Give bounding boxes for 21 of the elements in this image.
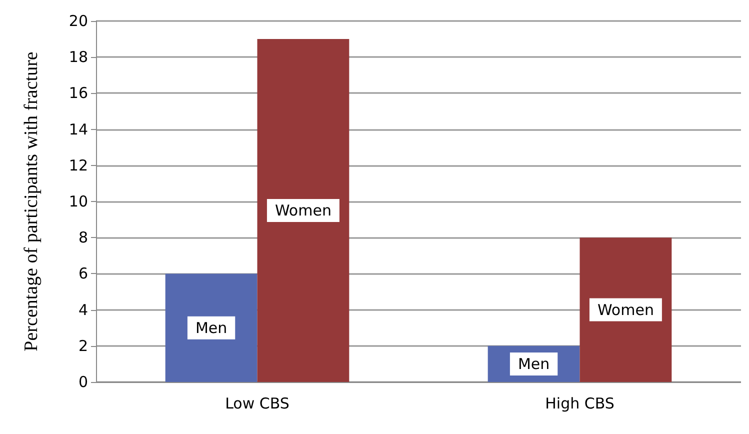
y-tick-label: 8 — [78, 228, 88, 247]
y-tick-label: 20 — [68, 12, 88, 30]
y-tick-label: 16 — [68, 84, 88, 102]
series-label: Men — [518, 354, 550, 373]
y-tick-label: 2 — [78, 336, 88, 355]
bar — [257, 39, 350, 382]
y-tick-label: 12 — [68, 156, 88, 174]
text: Women — [274, 202, 332, 220]
bar — [165, 274, 258, 382]
y-tick-label: 4 — [78, 300, 88, 319]
y-axis-title: Percentage of participants with fracture — [21, 52, 42, 352]
series-label: Women — [597, 300, 654, 319]
text: Men — [195, 318, 228, 337]
y-tick-label: 18 — [68, 48, 88, 66]
x-tick-label: Low CBS — [225, 394, 290, 412]
y-tick-label: 6 — [78, 264, 88, 283]
y-tick-label: 14 — [68, 120, 88, 138]
bar — [580, 238, 672, 382]
x-tick-label: High CBS — [545, 394, 614, 412]
y-tick-label: 0 — [78, 373, 88, 391]
y-tick-label: 10 — [68, 192, 88, 210]
